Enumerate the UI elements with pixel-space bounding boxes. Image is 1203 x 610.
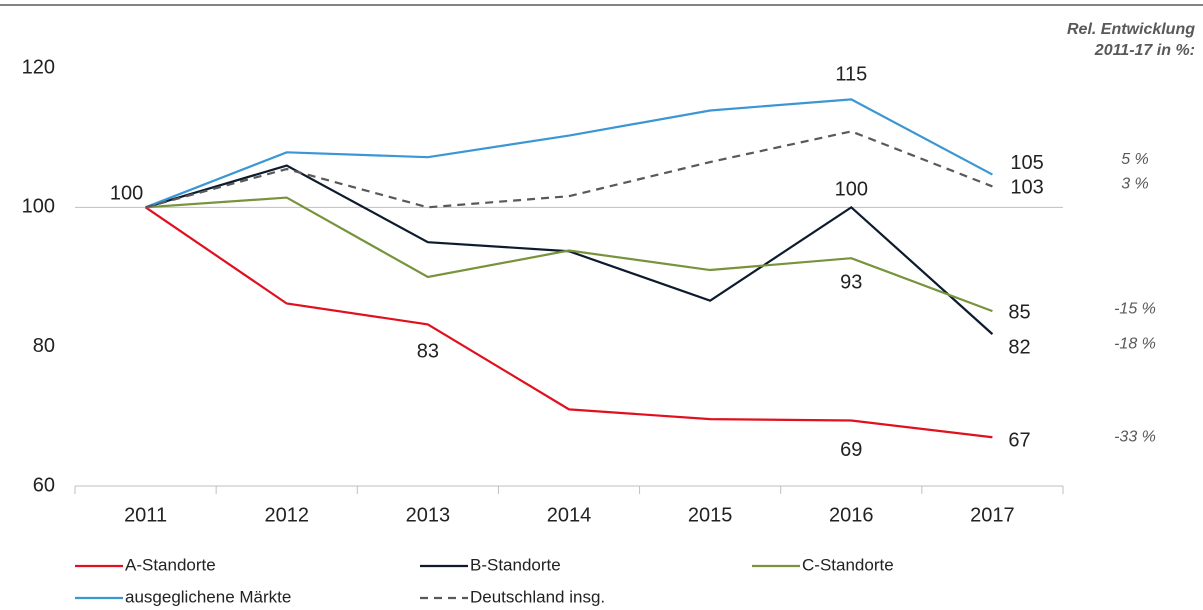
series-line (145, 98, 993, 209)
data-label: 82 (1008, 336, 1030, 358)
side-title: 2011-17 in %: (1094, 42, 1195, 59)
y-tick-label: 60 (33, 474, 55, 496)
rel-change: -33 % (1114, 428, 1156, 445)
legend-label: Deutschland insg. (470, 587, 605, 606)
rel-change: -18 % (1114, 335, 1156, 352)
legend-label: A-Standorte (125, 555, 216, 574)
legend-label: B-Standorte (470, 555, 561, 574)
y-tick-label: 80 (33, 335, 55, 357)
data-label: 105 (1010, 152, 1043, 174)
x-tick-label: 2015 (688, 504, 733, 526)
x-tick-label: 2017 (970, 504, 1015, 526)
rel-change: -15 % (1114, 300, 1156, 317)
legend-label: C-Standorte (802, 555, 894, 574)
data-label: 83 (417, 341, 439, 363)
x-tick-label: 2016 (829, 504, 874, 526)
x-tick-label: 2011 (124, 504, 167, 526)
series-line (145, 130, 993, 209)
data-label: 93 (840, 271, 862, 293)
data-label: 85 (1008, 301, 1030, 323)
x-tick-label: 2013 (406, 504, 451, 526)
data-label: 100 (835, 179, 868, 201)
data-label: 103 (1010, 177, 1043, 199)
x-tick-label: 2014 (547, 504, 592, 526)
legend-label: ausgeglichene Märkte (125, 587, 291, 606)
data-label: 69 (840, 439, 862, 461)
y-tick-label: 100 (22, 196, 55, 218)
data-label: 100 (110, 183, 143, 205)
rel-change: 3 % (1121, 176, 1149, 193)
x-tick-label: 2012 (264, 504, 309, 526)
y-tick-label: 120 (22, 56, 55, 78)
side-title: Rel. Entwicklung (1067, 21, 1195, 38)
data-label: 67 (1008, 430, 1030, 452)
rel-change: 5 % (1121, 151, 1149, 168)
series-line (145, 196, 993, 313)
series-line (144, 206, 993, 439)
data-label: 115 (835, 64, 867, 86)
